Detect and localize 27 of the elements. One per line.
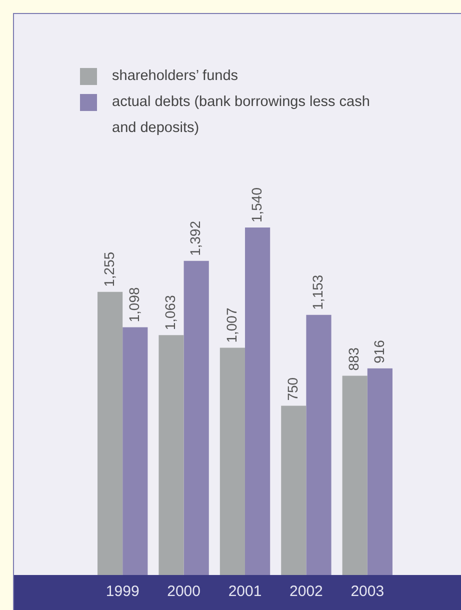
data-label: 1,540 xyxy=(248,187,264,223)
bar xyxy=(122,327,148,575)
bar xyxy=(281,406,306,575)
data-label: 1,255 xyxy=(100,252,117,287)
data-label: 1,153 xyxy=(310,274,326,310)
x-tick-label: 2000 xyxy=(167,583,200,600)
bar xyxy=(98,292,123,575)
legend-label: actual debts (bank borrowings less cash and deposits) xyxy=(112,93,370,138)
data-label: 1,007 xyxy=(223,308,240,343)
bar xyxy=(220,348,245,575)
x-tick-label: 2002 xyxy=(290,583,323,600)
legend-label: shareholders’ funds xyxy=(112,67,238,86)
data-label: 883 xyxy=(346,347,362,371)
bar xyxy=(245,228,270,575)
bar xyxy=(158,335,184,575)
data-label: 916 xyxy=(370,340,387,364)
bar xyxy=(342,376,368,575)
x-tick-label: 2001 xyxy=(228,583,262,600)
data-label: 1,098 xyxy=(126,287,142,322)
bar xyxy=(184,260,209,575)
x-tick-label: 1999 xyxy=(106,583,140,600)
bar xyxy=(367,368,392,575)
bar xyxy=(306,314,332,575)
data-label: 1,392 xyxy=(187,220,204,256)
data-label: 1,063 xyxy=(162,294,178,330)
data-label: 750 xyxy=(284,377,301,401)
x-tick-label: 2003 xyxy=(350,583,384,600)
